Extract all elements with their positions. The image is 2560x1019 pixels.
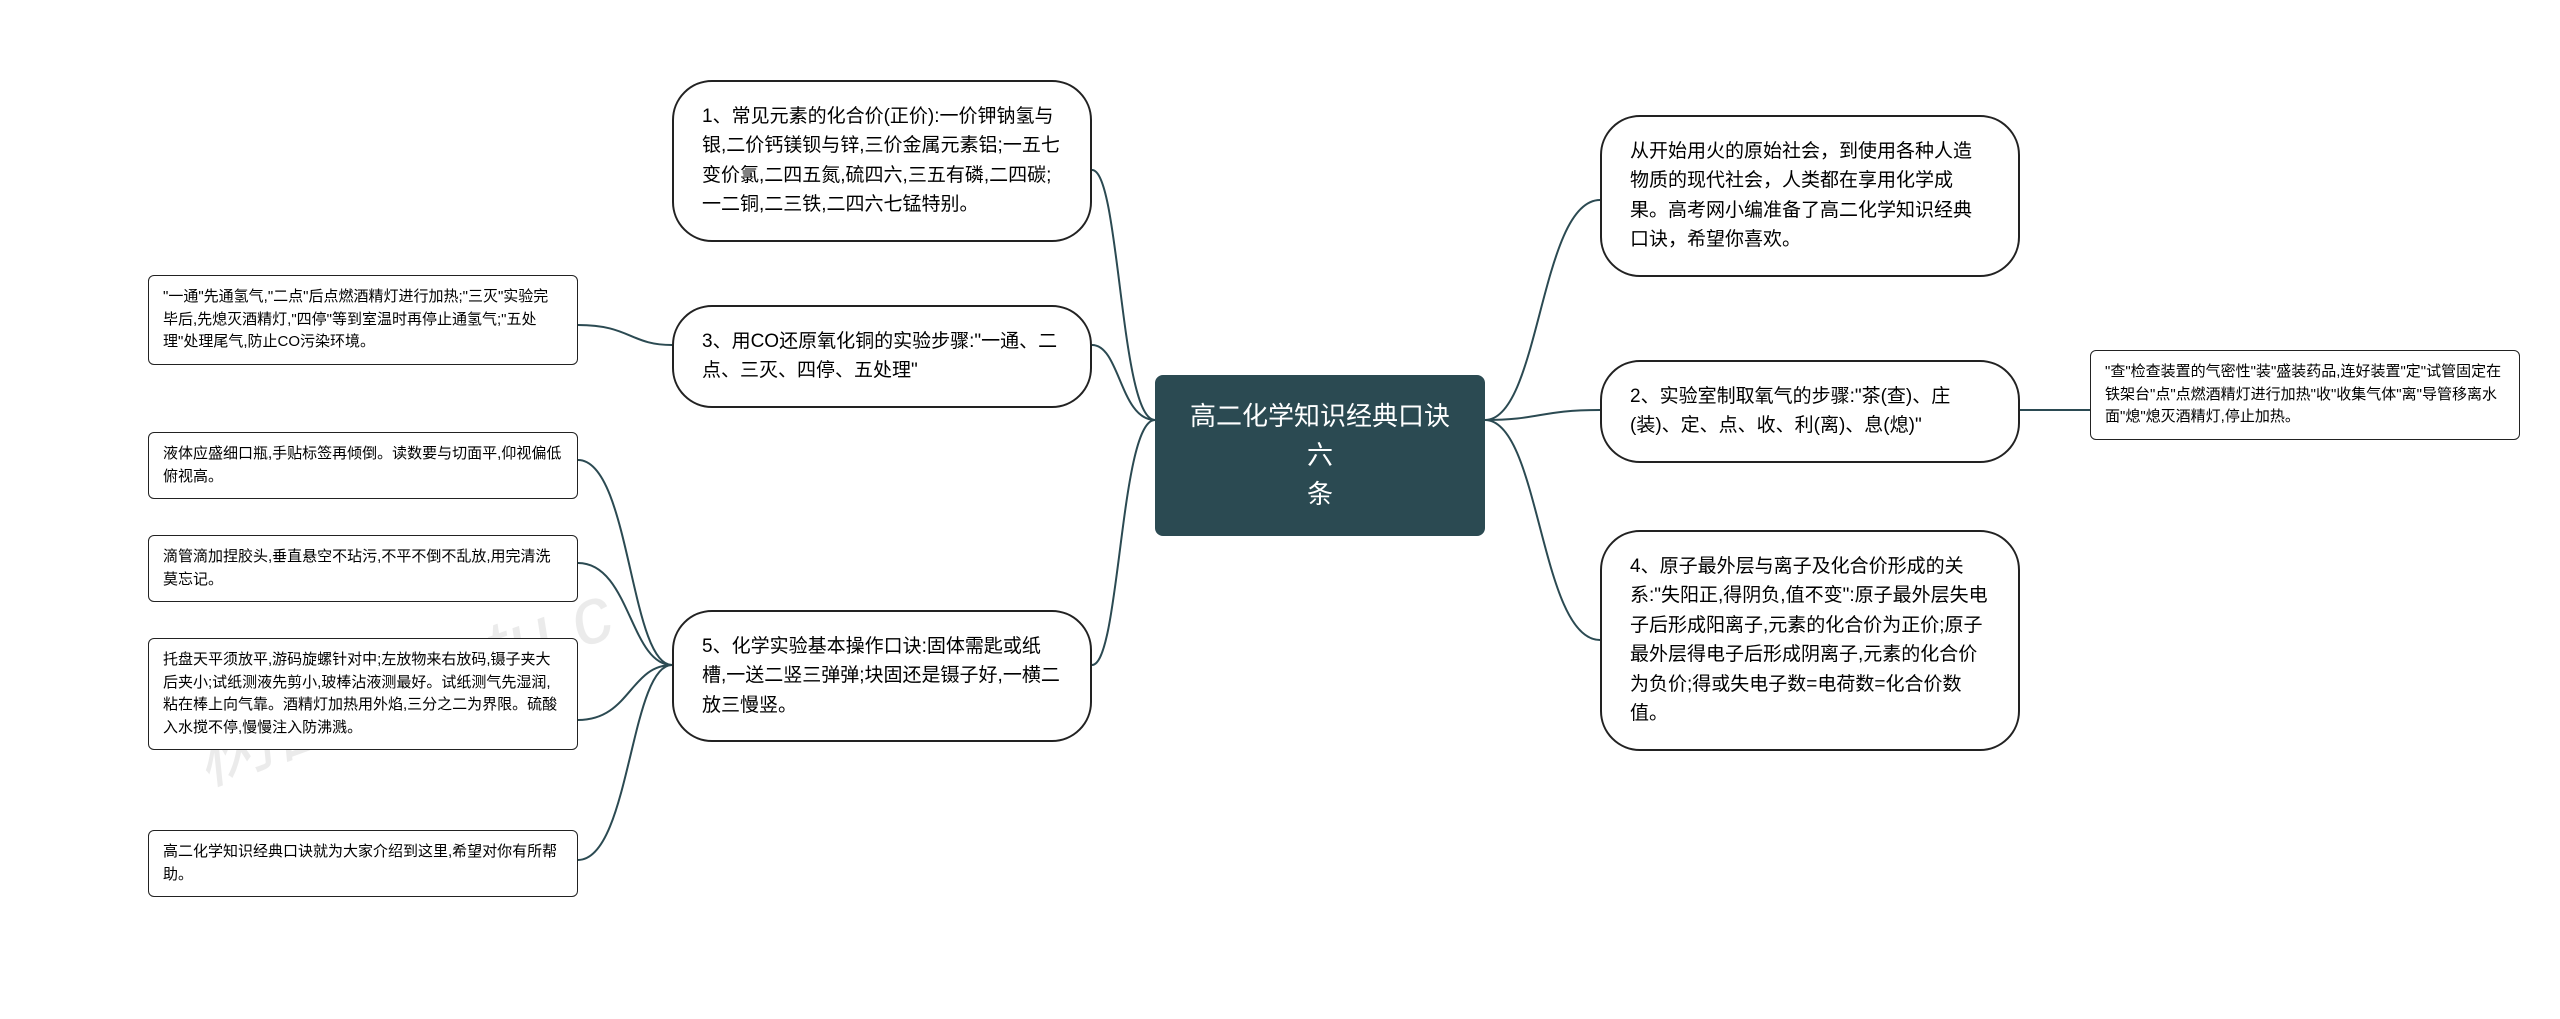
left-node-5-d3: 托盘天平须放平,游码旋螺针对中;左放物来右放码,镊子夹大后夹小;试纸测液先剪小,… [148, 638, 578, 750]
left-node-5-d4-text: 高二化学知识经典口诀就为大家介绍到这里,希望对你有所帮助。 [163, 843, 557, 883]
left-node-5: 5、化学实验基本操作口诀:固体需匙或纸槽,一送二竖三弹弹;块固还是镊子好,一横二… [672, 610, 1092, 742]
left-node-5-d1: 液体应盛细口瓶,手贴标签再倾倒。读数要与切面平,仰视偏低俯视高。 [148, 432, 578, 499]
left-node-5-text: 5、化学实验基本操作口诀:固体需匙或纸槽,一送二竖三弹弹;块固还是镊子好,一横二… [702, 636, 1060, 716]
left-node-5-d4: 高二化学知识经典口诀就为大家介绍到这里,希望对你有所帮助。 [148, 830, 578, 897]
left-node-3-detail-text: "一通"先通氢气,"二点"后点燃酒精灯进行加热;"三灭"实验完毕后,先熄灭酒精灯… [163, 288, 548, 350]
left-node-5-d1-text: 液体应盛细口瓶,手贴标签再倾倒。读数要与切面平,仰视偏低俯视高。 [163, 445, 561, 485]
left-node-5-d3-text: 托盘天平须放平,游码旋螺针对中;左放物来右放码,镊子夹大后夹小;试纸测液先剪小,… [163, 651, 557, 736]
center-title: 高二化学知识经典口诀六条 [1190, 401, 1450, 509]
center-node: 高二化学知识经典口诀六条 [1155, 375, 1485, 536]
right-node-4-text: 4、原子最外层与离子及化合价形成的关系:"失阳正,得阴负,值不变":原子最外层失… [1630, 556, 1988, 724]
left-node-5-d2: 滴管滴加捏胶头,垂直悬空不玷污,不平不倒不乱放,用完清洗莫忘记。 [148, 535, 578, 602]
left-node-3: 3、用CO还原氧化铜的实验步骤:"一通、二点、三灭、四停、五处理" [672, 305, 1092, 408]
left-node-3-detail: "一通"先通氢气,"二点"后点燃酒精灯进行加热;"三灭"实验完毕后,先熄灭酒精灯… [148, 275, 578, 365]
right-node-2: 2、实验室制取氧气的步骤:"茶(查)、庄(装)、定、点、收、利(离)、息(熄)" [1600, 360, 2020, 463]
right-node-intro-text: 从开始用火的原始社会，到使用各种人造物质的现代社会，人类都在享用化学成果。高考网… [1630, 141, 1972, 250]
right-node-2-text: 2、实验室制取氧气的步骤:"茶(查)、庄(装)、定、点、收、利(离)、息(熄)" [1630, 386, 1950, 436]
right-node-intro: 从开始用火的原始社会，到使用各种人造物质的现代社会，人类都在享用化学成果。高考网… [1600, 115, 2020, 277]
left-node-1-text: 1、常见元素的化合价(正价):一价钾钠氢与银,二价钙镁钡与锌,三价金属元素铝;一… [702, 106, 1060, 215]
right-node-4: 4、原子最外层与离子及化合价形成的关系:"失阳正,得阴负,值不变":原子最外层失… [1600, 530, 2020, 751]
left-node-1: 1、常见元素的化合价(正价):一价钾钠氢与银,二价钙镁钡与锌,三价金属元素铝;一… [672, 80, 1092, 242]
left-node-3-text: 3、用CO还原氧化铜的实验步骤:"一通、二点、三灭、四停、五处理" [702, 331, 1057, 381]
right-node-2-detail-text: "查"检查装置的气密性"装"盛装药品,连好装置"定"试管固定在铁架台"点"点燃酒… [2105, 363, 2501, 425]
left-node-5-d2-text: 滴管滴加捏胶头,垂直悬空不玷污,不平不倒不乱放,用完清洗莫忘记。 [163, 548, 551, 588]
right-node-2-detail: "查"检查装置的气密性"装"盛装药品,连好装置"定"试管固定在铁架台"点"点燃酒… [2090, 350, 2520, 440]
